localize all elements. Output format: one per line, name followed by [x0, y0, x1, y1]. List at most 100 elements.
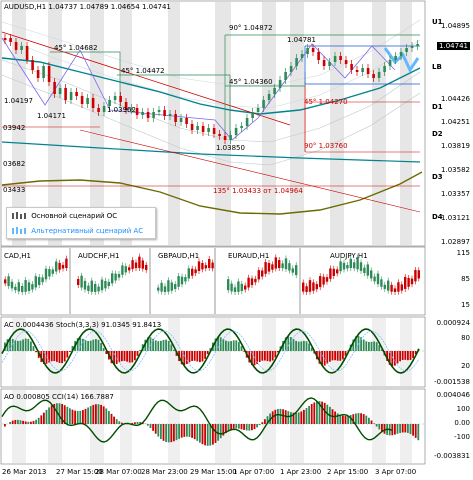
cross-panel[interactable] [0, 246, 426, 316]
ao-bar [45, 409, 48, 424]
ac-bar [69, 351, 71, 352]
annotation: 1.04781 [287, 36, 316, 44]
legend-alt-label: Альтернативный сценарий АС [31, 227, 144, 235]
session-band [290, 390, 304, 463]
session-band [90, 318, 104, 386]
ao-bar [238, 424, 240, 429]
cross-body [38, 276, 41, 285]
ao-bar [368, 417, 370, 424]
candle-body [223, 136, 227, 140]
ao-bar [74, 410, 76, 424]
ao-bar [35, 419, 37, 424]
ao-bar [121, 422, 123, 424]
ao-bar [105, 408, 108, 424]
ac-bar [152, 338, 154, 351]
candle-body [240, 126, 243, 128]
candle-body [75, 92, 78, 96]
ao-bar [196, 424, 199, 441]
price-label: 1.03582 [441, 166, 470, 174]
cross-body [305, 286, 308, 292]
date-label: 1 Apr 23:00 [280, 468, 322, 476]
cross-body [128, 267, 131, 271]
ac-bar [287, 336, 290, 351]
cross-body [65, 258, 68, 269]
candle-body [306, 48, 309, 54]
ao-bar [256, 424, 258, 428]
cross-body [145, 264, 148, 270]
ao-bar [24, 421, 27, 424]
ac-bar [365, 341, 368, 351]
candle-body [69, 92, 73, 100]
candle-body [20, 46, 23, 50]
cross-body [291, 268, 294, 273]
cross-body [346, 265, 349, 269]
ao-bar [53, 403, 56, 424]
ac-bar [102, 348, 105, 351]
ao-bar [370, 420, 373, 424]
session-band [168, 2, 180, 245]
ao-bar [147, 424, 149, 426]
ao-scale: -100 [454, 433, 470, 441]
ao-bar [32, 421, 35, 424]
ac-bar [95, 339, 97, 351]
stoch-signal [1, 330, 420, 372]
legend-main-row: Основной сценарий ОС [11, 211, 155, 223]
cross-body [10, 281, 14, 289]
ao-bar [409, 424, 412, 435]
ac-bar [167, 340, 170, 351]
ao-scale: 0.00 [454, 419, 470, 427]
ao-bar [89, 406, 92, 424]
annotation: 45° 1.04270 [304, 98, 348, 106]
ao-bar [277, 408, 279, 424]
candle-body [218, 134, 221, 136]
cross-body [94, 283, 97, 292]
ao-bar [66, 406, 69, 424]
main-panel[interactable] [0, 0, 426, 247]
candle-body [311, 48, 315, 52]
ac-bar [147, 337, 149, 351]
cross-body [184, 277, 187, 282]
ao-bar [9, 421, 11, 424]
ac-bar [251, 351, 253, 366]
stoch-main [1, 328, 420, 374]
cross-body [240, 283, 243, 292]
ao-bar [188, 424, 191, 437]
candle-body [64, 88, 67, 100]
level-u1: U1 [432, 18, 443, 26]
session-band [290, 2, 304, 245]
price-label: 1.03819 [441, 142, 470, 150]
candle-body [273, 88, 276, 94]
ac-bar [11, 338, 14, 351]
candle-body [229, 135, 232, 140]
session-band [290, 318, 304, 386]
ac-bar [160, 340, 162, 351]
cross-body [363, 267, 366, 274]
ac-bar [256, 351, 258, 364]
annotation: 1.03962 [107, 106, 136, 114]
ao-bar [373, 423, 375, 424]
ao-bar [230, 424, 232, 430]
ac-bar [136, 351, 139, 356]
candle-body [212, 128, 216, 134]
ao-bar [193, 424, 196, 440]
ac-bar [162, 339, 165, 351]
cross-body [366, 264, 369, 276]
ac-bar [63, 351, 66, 362]
price-label: 1.03121 [441, 214, 470, 222]
ao-bar [183, 424, 186, 437]
cross-body [80, 275, 83, 288]
candle-body [130, 108, 133, 110]
ac-bar [139, 350, 141, 351]
cross-body [322, 276, 325, 285]
ac-bar [274, 351, 277, 358]
ao-bar [352, 414, 355, 424]
ac-bar [339, 351, 342, 361]
candle-body [174, 114, 177, 122]
ao-bar [113, 416, 115, 424]
ac-bar [84, 340, 87, 351]
cross-body [197, 261, 201, 271]
ac-bar [97, 339, 100, 351]
ao-scale: 0.004046 [436, 391, 470, 399]
candle-body [207, 128, 210, 132]
